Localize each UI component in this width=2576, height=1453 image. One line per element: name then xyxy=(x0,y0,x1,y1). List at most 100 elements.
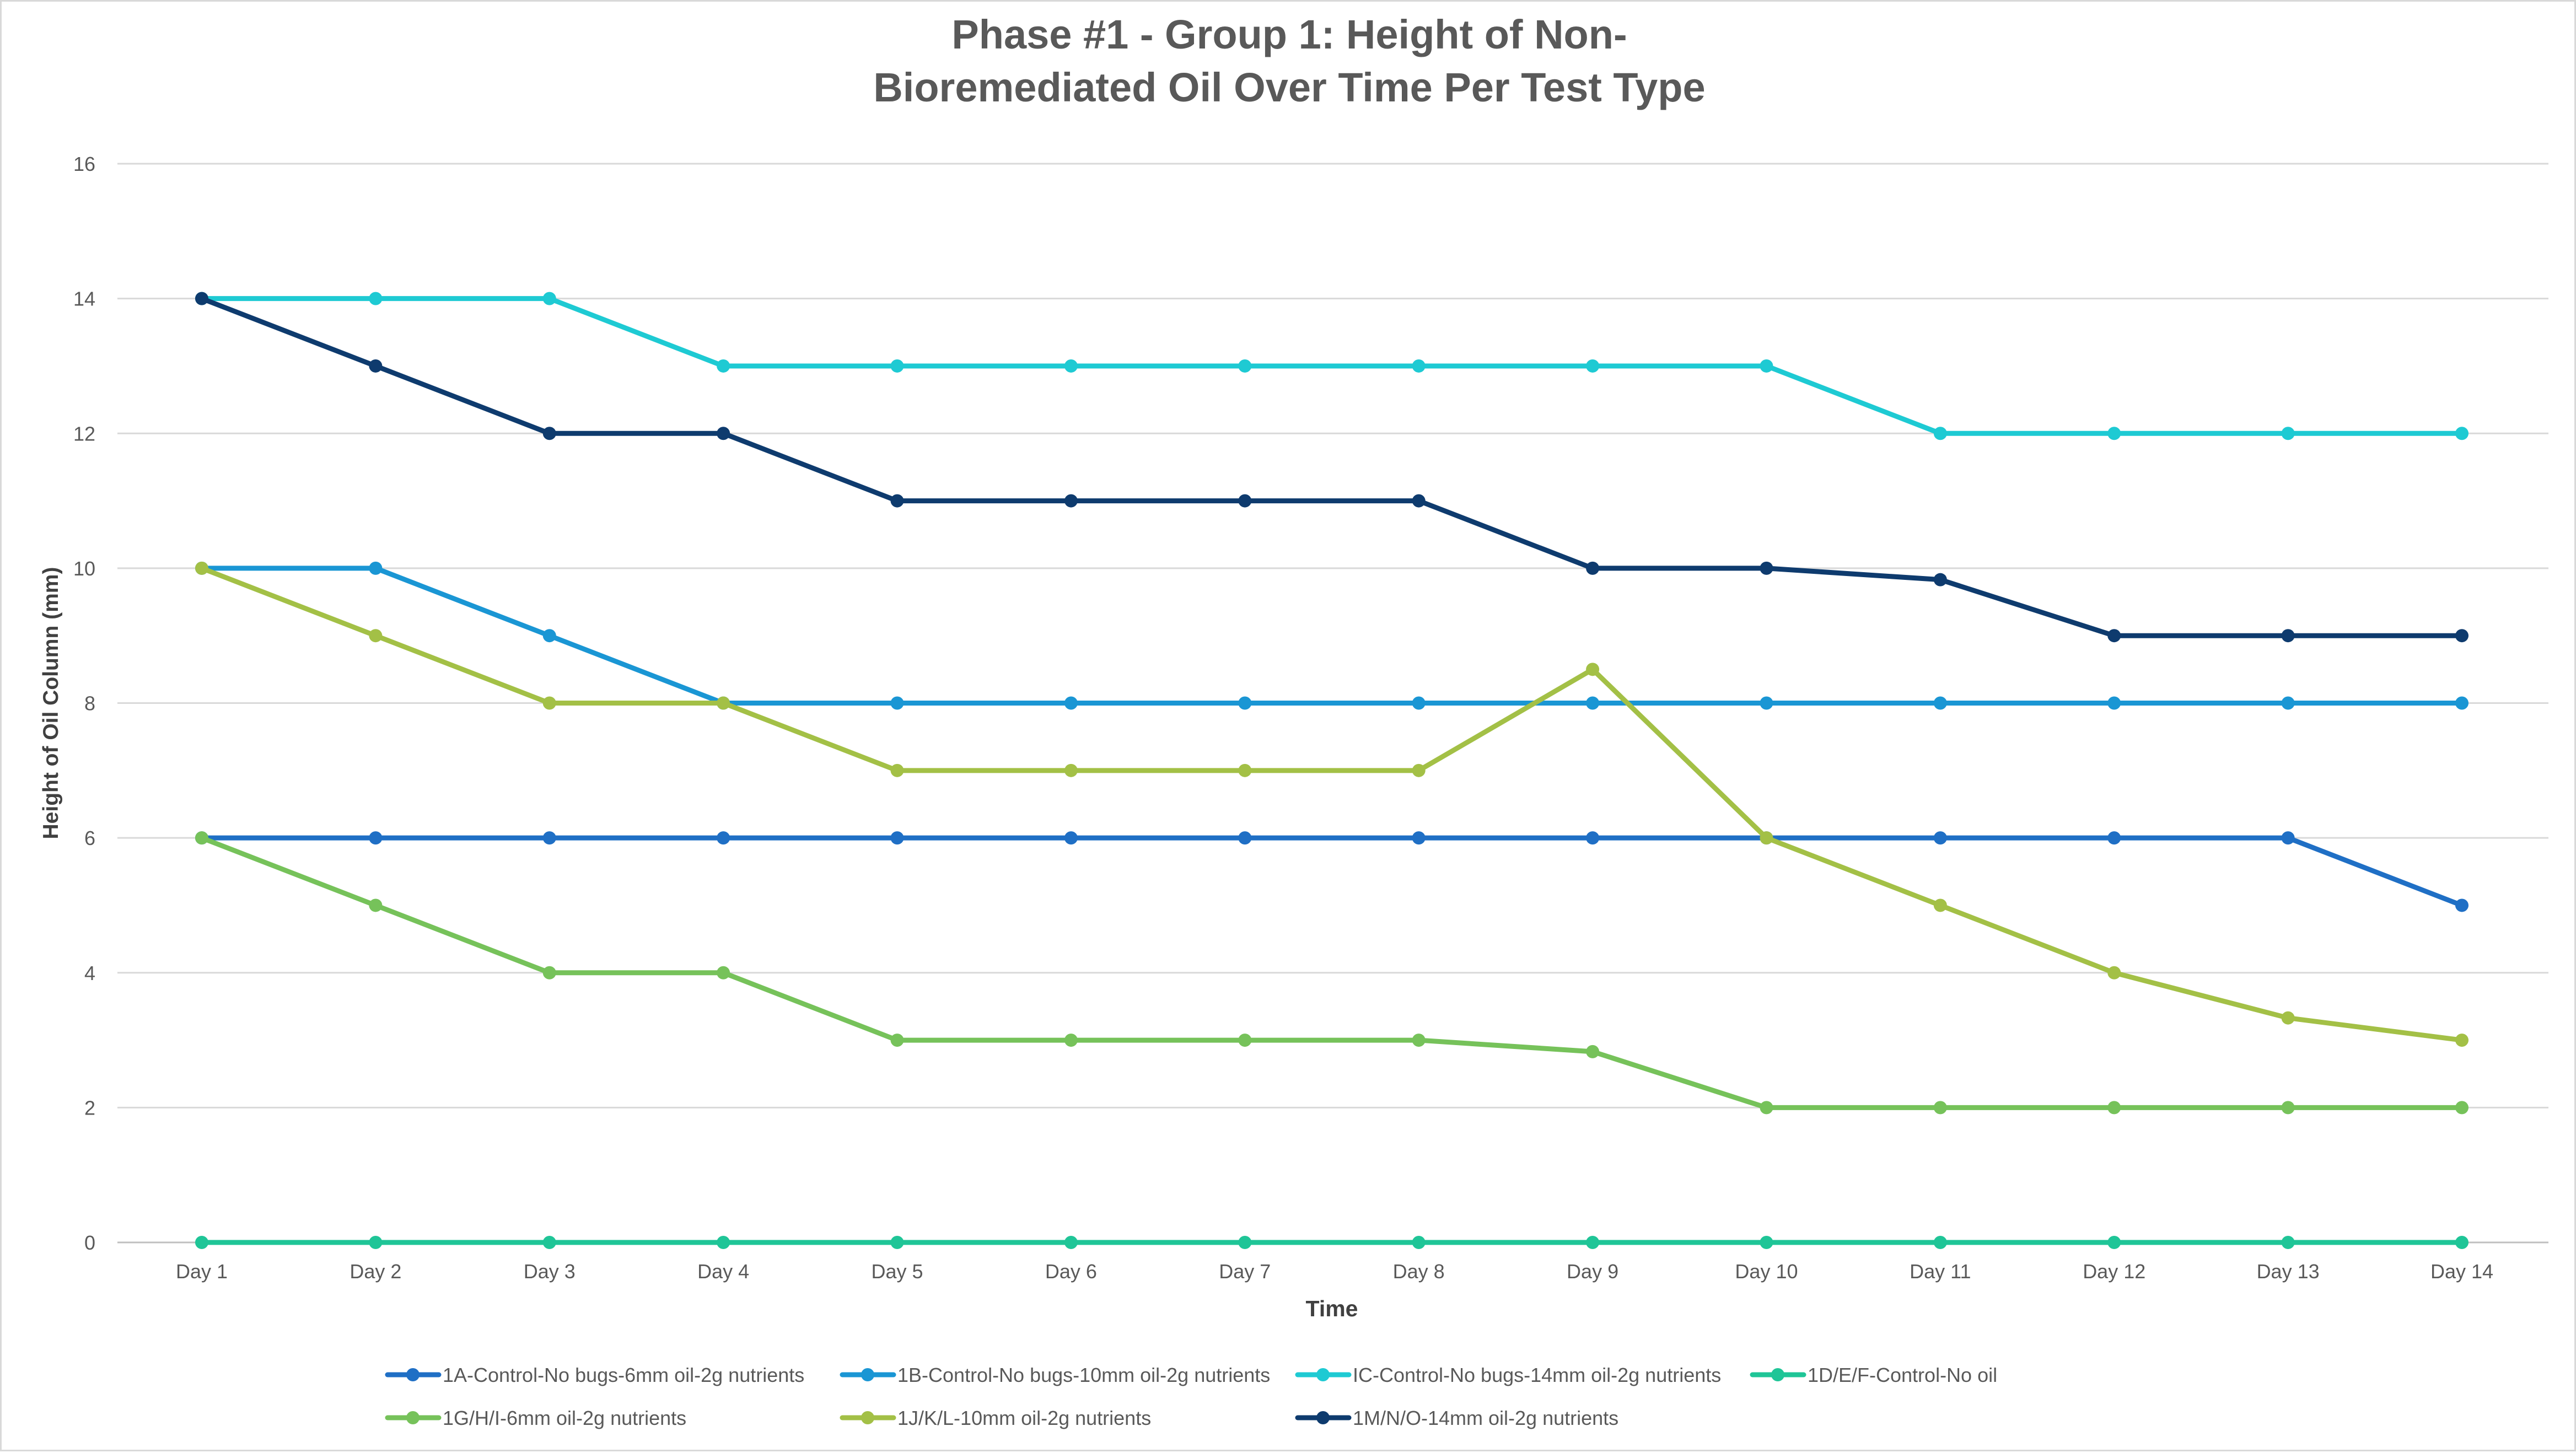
legend-swatch-marker xyxy=(861,1411,874,1424)
series-line xyxy=(199,296,2465,638)
x-tick-label: Day 4 xyxy=(697,1260,749,1283)
data-point xyxy=(2455,1236,2469,1249)
data-point xyxy=(2107,1236,2121,1249)
data-point xyxy=(1064,831,1078,845)
data-point xyxy=(1933,1101,1947,1115)
data-point xyxy=(542,966,556,980)
legend-item: 1D/E/F-Control-No oil xyxy=(1750,1364,1997,1386)
series-3 xyxy=(195,292,2469,440)
series-line xyxy=(199,566,2465,1043)
data-point xyxy=(1586,1236,1600,1249)
y-tick-label: 4 xyxy=(84,962,95,984)
legend: 1A-Control-No bugs-6mm oil-2g nutrients 1… xyxy=(385,1364,1997,1429)
legend-label: 1G/H/I-6mm oil-2g nutrients xyxy=(443,1407,686,1429)
chart-title: Phase #1 - Group 1: Height of Non- Biorem… xyxy=(873,12,1705,110)
data-point xyxy=(195,831,208,845)
data-point xyxy=(1412,831,1426,845)
data-point xyxy=(369,629,383,643)
data-point xyxy=(890,1236,904,1249)
data-point xyxy=(1238,696,1252,710)
data-point xyxy=(2281,427,2295,440)
y-tick-label: 8 xyxy=(84,692,95,715)
data-point xyxy=(2107,831,2121,845)
data-point xyxy=(1586,561,1600,575)
data-point xyxy=(1760,1236,1773,1249)
y-tick-label: 12 xyxy=(73,422,95,445)
data-point xyxy=(1933,898,1947,912)
data-point xyxy=(2455,696,2469,710)
chart-title-line: Bioremediated Oil Over Time Per Test Typ… xyxy=(873,64,1705,110)
data-point xyxy=(717,359,730,373)
legend-swatch-marker xyxy=(861,1368,874,1381)
legend-label: 1B-Control-No bugs-10mm oil-2g nutrients xyxy=(897,1364,1270,1386)
chart-title-line: Phase #1 - Group 1: Height of Non- xyxy=(951,12,1627,57)
data-point xyxy=(195,1236,208,1249)
data-point xyxy=(1760,831,1773,845)
data-point xyxy=(1238,1236,1252,1249)
data-point xyxy=(1064,696,1078,710)
series-line xyxy=(199,296,2465,436)
x-axis-ticks: Day 1 Day 2 Day 3 Day 4 Day 5 Day 6 Day 7 Day 8… xyxy=(176,1260,2493,1283)
x-tick-label: Day 2 xyxy=(349,1260,401,1283)
x-tick-label: Day 11 xyxy=(1910,1260,1971,1283)
data-point xyxy=(2455,898,2469,912)
data-point xyxy=(542,1236,556,1249)
data-point xyxy=(2281,629,2295,643)
data-point xyxy=(1412,696,1426,710)
legend-label: 1A-Control-No bugs-6mm oil-2g nutrients xyxy=(443,1364,804,1386)
legend-swatch-marker xyxy=(406,1411,420,1424)
data-point xyxy=(1412,763,1426,777)
data-point xyxy=(1064,1034,1078,1047)
data-point xyxy=(369,359,383,373)
data-point xyxy=(1760,1101,1773,1115)
data-point xyxy=(2455,1034,2469,1047)
data-point xyxy=(1238,831,1252,845)
data-point xyxy=(195,561,208,575)
data-point xyxy=(1760,696,1773,710)
data-point xyxy=(1238,1034,1252,1047)
data-point xyxy=(2455,427,2469,440)
data-point xyxy=(2281,831,2295,845)
series-5 xyxy=(195,831,2469,1115)
data-point xyxy=(542,427,556,440)
data-point xyxy=(1238,763,1252,777)
series-line xyxy=(199,835,2465,908)
data-point xyxy=(1412,1236,1426,1249)
y-tick-label: 6 xyxy=(84,827,95,849)
data-point xyxy=(1933,427,1947,440)
series-1 xyxy=(195,831,2469,912)
data-point xyxy=(1064,1236,1078,1249)
x-tick-label: Day 8 xyxy=(1393,1260,1445,1283)
data-point xyxy=(2281,1236,2295,1249)
data-point xyxy=(542,292,556,305)
data-point xyxy=(542,629,556,643)
y-tick-label: 16 xyxy=(73,153,95,175)
data-point xyxy=(2281,1101,2295,1115)
y-tick-label: 14 xyxy=(73,288,95,310)
data-point xyxy=(1933,696,1947,710)
data-point xyxy=(717,966,730,980)
data-point xyxy=(2107,427,2121,440)
legend-item: 1A-Control-No bugs-6mm oil-2g nutrients xyxy=(385,1364,804,1386)
data-point xyxy=(2455,629,2469,643)
data-point xyxy=(1586,831,1600,845)
x-tick-label: Day 7 xyxy=(1219,1260,1271,1283)
data-point xyxy=(1064,494,1078,508)
legend-label: 1J/K/L-10mm oil-2g nutrients xyxy=(897,1407,1151,1429)
x-tick-label: Day 14 xyxy=(2430,1260,2493,1283)
x-tick-label: Day 5 xyxy=(872,1260,923,1283)
data-point xyxy=(2107,966,2121,980)
data-point xyxy=(2107,696,2121,710)
data-point xyxy=(1586,663,1600,676)
legend-label: 1M/N/O-14mm oil-2g nutrients xyxy=(1353,1407,1618,1429)
legend-swatch-marker xyxy=(406,1368,420,1381)
legend-item: 1B-Control-No bugs-10mm oil-2g nutrients xyxy=(840,1364,1270,1386)
data-point xyxy=(2455,1101,2469,1115)
y-axis-title: Height of Oil Column (mm) xyxy=(39,567,63,839)
data-point xyxy=(369,292,383,305)
data-point xyxy=(369,561,383,575)
data-point xyxy=(1412,494,1426,508)
data-point xyxy=(1412,359,1426,373)
data-point xyxy=(1586,359,1600,373)
